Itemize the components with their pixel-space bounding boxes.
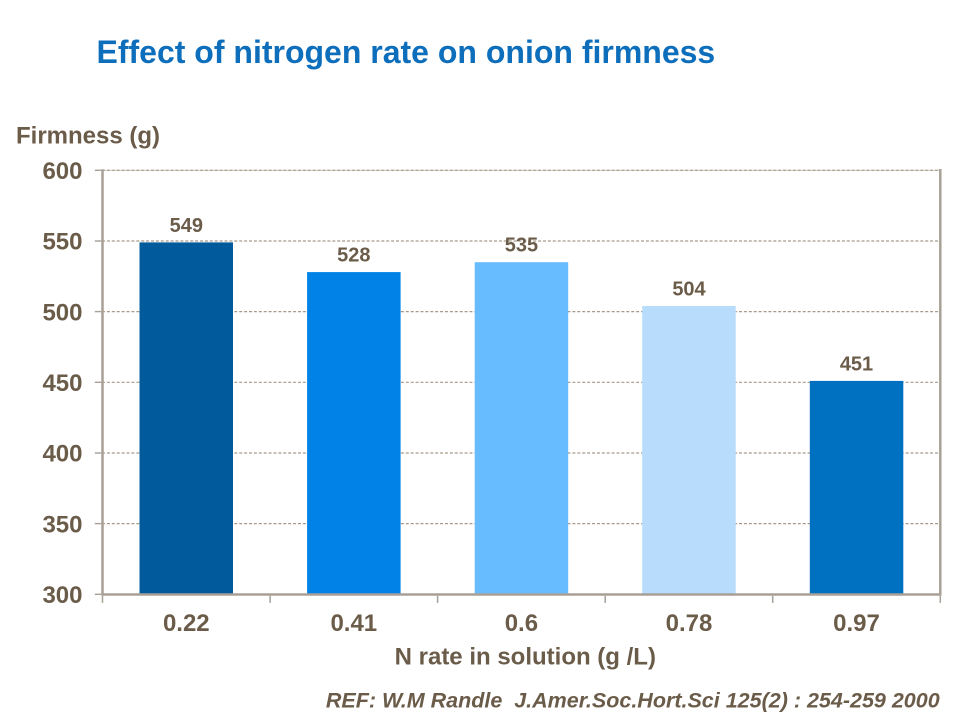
svg-text:450: 450: [42, 370, 82, 397]
svg-text:600: 600: [42, 158, 82, 185]
svg-text:0.41: 0.41: [330, 610, 377, 637]
svg-text:535: 535: [505, 235, 538, 257]
svg-text:549: 549: [170, 215, 203, 237]
svg-text:Firmness (g): Firmness (g): [16, 123, 160, 150]
svg-text:Effect of nitrogen rate on oni: Effect of nitrogen rate on onion firmnes…: [97, 34, 716, 70]
svg-text:451: 451: [840, 353, 873, 375]
svg-text:550: 550: [42, 229, 82, 256]
svg-text:0.78: 0.78: [666, 610, 713, 637]
svg-text:400: 400: [42, 441, 82, 468]
svg-text:0.6: 0.6: [505, 610, 538, 637]
svg-text:500: 500: [42, 299, 82, 326]
svg-text:0.22: 0.22: [163, 610, 210, 637]
svg-text:0.97: 0.97: [833, 610, 880, 637]
svg-text:350: 350: [42, 511, 82, 538]
svg-text:504: 504: [672, 278, 706, 300]
svg-text:REF: W.M Randle J.Amer.Soc.Ho: REF: W.M Randle J.Amer.Soc.Hort.Sci 125(…: [326, 689, 940, 713]
svg-text:300: 300: [42, 582, 82, 609]
svg-text:N rate in solution (g /L): N rate in solution (g /L): [395, 644, 656, 671]
svg-text:528: 528: [337, 245, 370, 267]
